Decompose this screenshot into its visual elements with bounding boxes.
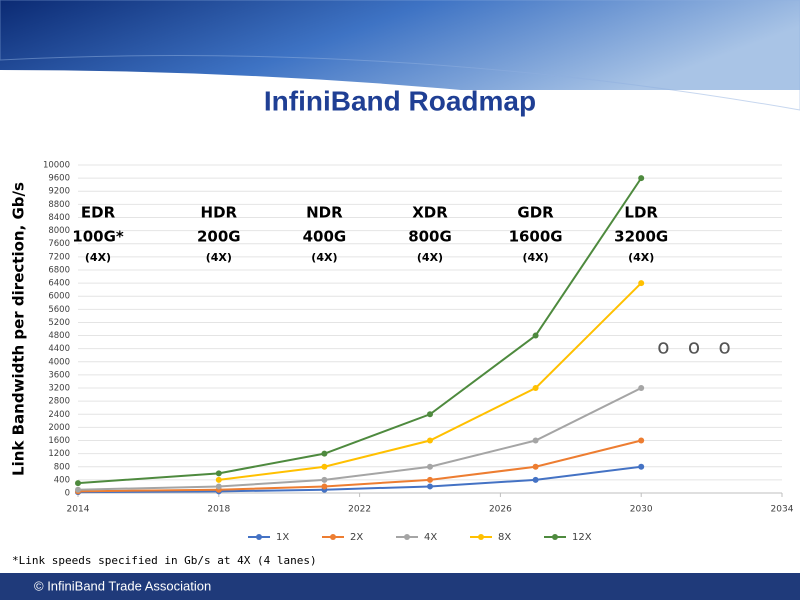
data-point <box>215 476 222 483</box>
y-tick-label: 2000 <box>48 423 70 433</box>
y-tick-label: 4000 <box>48 357 70 367</box>
generation-lanes: (4X) <box>85 251 111 264</box>
x-tick-label: 2030 <box>630 505 653 515</box>
y-tick-label: 3600 <box>48 370 70 380</box>
legend-marker <box>330 534 336 540</box>
x-tick-label: 2026 <box>489 505 512 515</box>
legend-marker <box>478 534 484 540</box>
y-tick-label: 7600 <box>48 239 70 249</box>
data-point <box>75 480 81 487</box>
data-point <box>321 483 328 490</box>
data-point <box>321 476 328 483</box>
generation-name: GDR <box>517 204 554 222</box>
generation-lanes: (4X) <box>417 251 443 264</box>
generation-name: LDR <box>624 204 658 222</box>
x-tick-label: 2022 <box>348 505 371 515</box>
generation-lanes: (4X) <box>628 251 654 264</box>
generation-speed: 800G <box>408 228 452 246</box>
x-tick-label: 2034 <box>771 505 794 515</box>
data-point <box>638 280 645 287</box>
data-point <box>638 437 645 444</box>
generation-name: EDR <box>81 204 116 222</box>
data-point <box>638 385 645 392</box>
y-tick-label: 0 <box>65 489 70 499</box>
y-tick-label: 1600 <box>48 436 70 446</box>
footer-text: © InfiniBand Trade Association <box>34 578 211 593</box>
y-tick-label: 2400 <box>48 410 70 420</box>
x-tick-label: 2018 <box>207 505 230 515</box>
y-tick-label: 2800 <box>48 397 70 407</box>
series-line <box>77 465 642 494</box>
data-point <box>532 385 539 392</box>
y-tick-label: 3200 <box>48 384 70 394</box>
generation-speed: 200G <box>197 228 241 246</box>
data-point <box>427 463 433 470</box>
y-tick-label: 8400 <box>48 213 70 223</box>
data-point <box>321 450 328 457</box>
slide-body <box>0 70 800 600</box>
data-point <box>638 175 645 182</box>
legend-label: 1X <box>276 532 289 543</box>
legend-label: 4X <box>424 532 437 543</box>
series-line <box>77 177 643 485</box>
data-point <box>532 332 539 339</box>
legend-marker <box>552 534 558 540</box>
data-point <box>638 463 645 470</box>
y-tick-label: 4400 <box>48 344 70 354</box>
data-point <box>215 483 222 490</box>
x-tick-label: 2014 <box>67 505 90 515</box>
footnote: *Link speeds specified in Gb/s at 4X (4 … <box>12 554 317 567</box>
y-tick-label: 4800 <box>48 331 70 341</box>
generation-speed: 400G <box>303 228 347 246</box>
footer-bar <box>0 573 800 600</box>
legend-label: 2X <box>350 532 363 543</box>
data-point <box>532 437 539 444</box>
data-point <box>427 437 433 444</box>
y-tick-label: 6400 <box>48 279 70 289</box>
generation-lanes: (4X) <box>522 251 548 264</box>
generation-speed: 100G* <box>72 228 124 246</box>
generation-lanes: (4X) <box>206 251 232 264</box>
slide-title: InfiniBand Roadmap <box>264 85 536 116</box>
data-point <box>75 486 81 493</box>
y-tick-label: 6000 <box>48 292 70 302</box>
y-tick-label: 10000 <box>43 161 70 171</box>
data-point <box>532 476 539 483</box>
data-point <box>321 463 328 470</box>
y-tick-label: 800 <box>54 462 70 472</box>
legend-marker <box>404 534 410 540</box>
y-tick-label: 400 <box>54 475 70 485</box>
legend-marker <box>256 534 262 540</box>
series-line <box>77 387 642 491</box>
y-tick-label: 9200 <box>48 187 70 197</box>
generation-speed: 1600G <box>509 228 563 246</box>
y-tick-label: 5200 <box>48 318 70 328</box>
y-tick-label: 7200 <box>48 252 70 262</box>
data-point <box>427 411 433 418</box>
generation-lanes: (4X) <box>311 251 337 264</box>
y-axis-label: Link Bandwidth per direction, Gb/s <box>10 182 28 476</box>
data-point <box>427 483 433 490</box>
y-tick-label: 8000 <box>48 226 70 236</box>
data-point <box>215 470 222 477</box>
y-tick-label: 6800 <box>48 265 70 275</box>
y-tick-label: 1200 <box>48 449 70 459</box>
legend-label: 8X <box>498 532 511 543</box>
y-tick-label: 8800 <box>48 200 70 210</box>
legend-label: 12X <box>572 532 592 543</box>
banner-swoosh <box>0 0 800 111</box>
continuation-marker: o o o <box>657 335 736 359</box>
y-tick-label: 5600 <box>48 305 70 315</box>
data-point <box>427 476 433 483</box>
generation-speed: 3200G <box>614 228 668 246</box>
generation-name: NDR <box>306 204 343 222</box>
generation-name: XDR <box>412 204 448 222</box>
data-point <box>532 463 539 470</box>
generation-name: HDR <box>201 204 238 222</box>
y-tick-label: 9600 <box>48 174 70 184</box>
series-line <box>77 439 642 493</box>
